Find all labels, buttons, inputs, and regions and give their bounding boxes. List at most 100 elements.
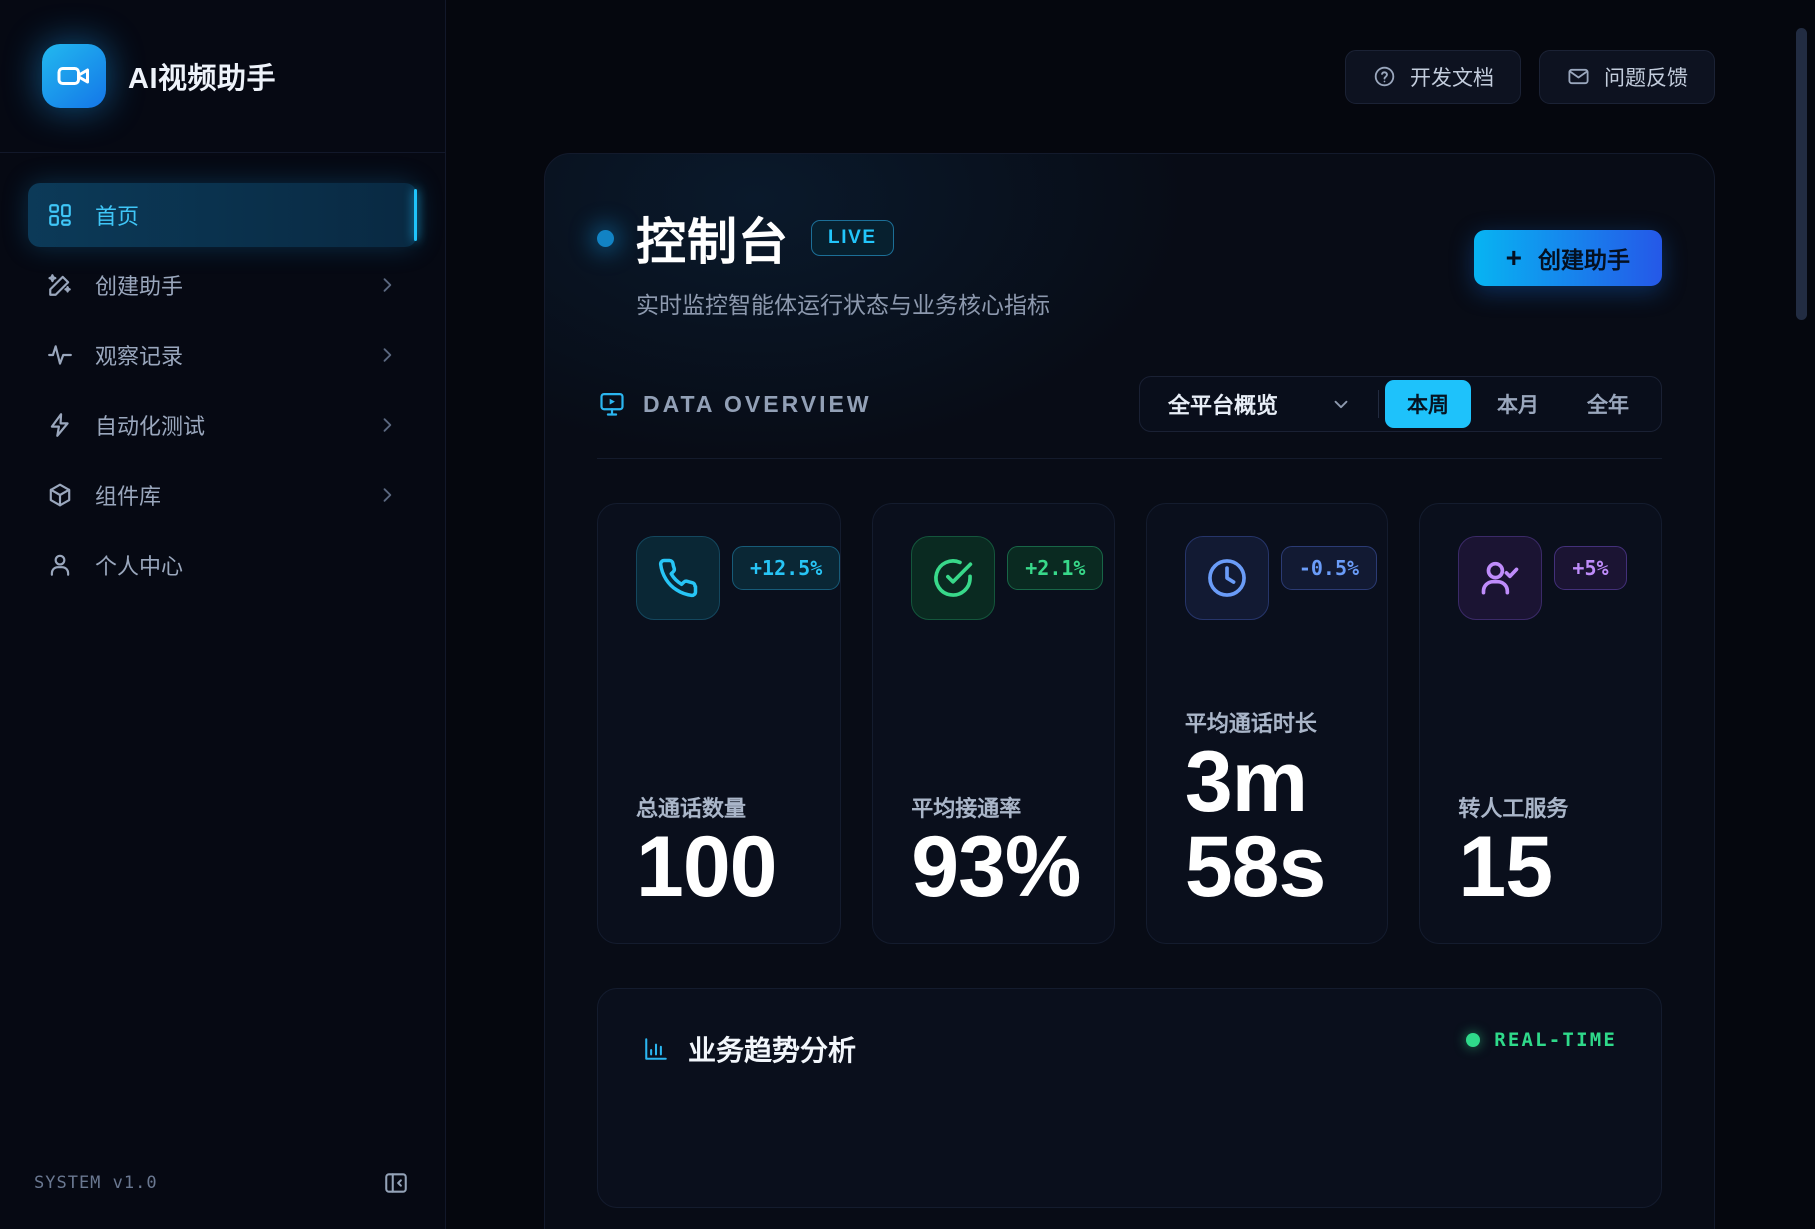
sidebar-item-observation-log[interactable]: 观察记录: [28, 323, 417, 387]
brand-header: AI视频助手: [0, 0, 445, 153]
sidebar-footer: SYSTEM v1.0: [0, 1137, 445, 1229]
sidebar-item-label: 组件库: [95, 484, 162, 509]
sidebar-item-label: 观察记录: [95, 344, 184, 369]
activity-icon: [46, 341, 74, 369]
help-circle-icon: [1372, 65, 1396, 89]
realtime-label: REAL-TIME: [1494, 1029, 1617, 1051]
range-toggle-group: 本周 本月 全年: [1385, 380, 1651, 428]
stat-delta-badge: +12.5%: [732, 546, 841, 590]
stat-card-transfer-to-agent[interactable]: +5% 转人工服务 15: [1419, 503, 1662, 944]
trend-title: 业务趋势分析: [688, 1035, 857, 1066]
realtime-dot-icon: [1466, 1033, 1481, 1047]
cube-icon: [46, 481, 74, 509]
stat-card-top: +2.1%: [873, 536, 1114, 620]
sidebar: AI视频助手 首页 创建助手: [0, 0, 446, 1229]
sidebar-item-label: 自动化测试: [95, 414, 206, 439]
user-icon: [46, 551, 74, 579]
stat-value: 100: [636, 818, 778, 915]
stat-label: 平均通话时长: [1184, 711, 1317, 737]
trend-title-group: 业务趋势分析: [642, 1029, 856, 1069]
stat-delta-badge: -0.5%: [1280, 546, 1378, 590]
chevron-right-icon: [377, 485, 397, 505]
range-this-month[interactable]: 本月: [1497, 394, 1539, 417]
data-overview-title-group: DATA OVERVIEW: [597, 389, 872, 419]
live-badge: LIVE: [811, 220, 894, 256]
stat-card-answer-rate[interactable]: +2.1% 平均接通率 93%: [872, 503, 1115, 944]
data-overview-label: DATA OVERVIEW: [643, 390, 872, 417]
realtime-status: REAL-TIME: [1466, 1029, 1617, 1051]
sidebar-item-component-library[interactable]: 组件库: [28, 463, 417, 527]
panel-collapse-icon[interactable]: [383, 1170, 409, 1196]
stat-card-body: 转人工服务 15: [1420, 791, 1661, 943]
stat-label: 平均接通率: [911, 795, 1022, 821]
range-this-week[interactable]: 本周: [1385, 380, 1471, 428]
stat-card-body: 平均通话时长 3m 58s: [1147, 706, 1388, 943]
plus-icon: +: [1505, 242, 1522, 273]
stat-card-body: 总通话数量 100: [598, 791, 840, 943]
panel-header: 控制台 LIVE 实时监控智能体运行状态与业务核心指标 + 创建助手: [597, 202, 1662, 320]
stat-card-top: -0.5%: [1147, 536, 1388, 620]
sidebar-item-profile[interactable]: 个人中心: [28, 533, 417, 597]
phone-icon: [636, 536, 720, 620]
dev-docs-button[interactable]: 开发文档: [1345, 49, 1521, 104]
sidebar-item-label: 创建助手: [95, 274, 184, 299]
sidebar-item-automation-test[interactable]: 自动化测试: [28, 393, 417, 457]
brand-title: AI视频助手: [128, 63, 277, 95]
page-title: 控制台: [636, 214, 789, 270]
create-assistant-button[interactable]: + 创建助手: [1473, 230, 1662, 286]
main-content: 开发文档 问题反馈 控制台 LIVE 实时: [446, 0, 1815, 1229]
scope-select[interactable]: 全平台概览: [1140, 377, 1372, 431]
sidebar-spacer: [0, 597, 445, 1137]
magic-wand-icon: [46, 271, 74, 299]
overview-controls: 全平台概览 本周 本月 全年: [1138, 376, 1662, 432]
title-row: 控制台 LIVE: [597, 202, 1050, 274]
video-camera-icon: [42, 44, 106, 108]
feedback-button[interactable]: 问题反馈: [1539, 49, 1715, 104]
sidebar-item-label: 个人中心: [95, 554, 184, 579]
mail-icon: [1566, 65, 1590, 89]
stat-label: 总通话数量: [636, 795, 747, 821]
dev-docs-label: 开发文档: [1410, 66, 1494, 90]
top-bar: 开发文档 问题反馈: [446, 0, 1815, 153]
stat-card-avg-duration[interactable]: -0.5% 平均通话时长 3m 58s: [1145, 503, 1389, 944]
chevron-right-icon: [377, 275, 397, 295]
create-assistant-label: 创建助手: [1538, 247, 1630, 273]
stat-label: 转人工服务: [1458, 795, 1569, 821]
bar-chart-icon: [642, 1035, 670, 1063]
scope-select-value: 全平台概览: [1167, 393, 1278, 418]
divider: [1378, 390, 1379, 418]
grid-icon: [46, 201, 74, 229]
dashboard-panel: 控制台 LIVE 实时监控智能体运行状态与业务核心指标 + 创建助手: [544, 153, 1715, 1229]
stat-cards: +12.5% 总通话数量 100 +2.1%: [597, 503, 1662, 944]
stat-card-total-calls[interactable]: +12.5% 总通话数量 100: [597, 503, 842, 944]
clock-icon: [1184, 536, 1269, 620]
presentation-icon: [597, 389, 627, 419]
sidebar-item-label: 首页: [95, 204, 140, 229]
chevron-right-icon: [377, 415, 397, 435]
stat-value: 3m 58s: [1184, 734, 1327, 915]
chevron-right-icon: [377, 345, 397, 365]
sidebar-item-home[interactable]: 首页: [28, 183, 417, 247]
stat-delta-badge: +5%: [1554, 546, 1627, 590]
page-heading-block: 控制台 LIVE 实时监控智能体运行状态与业务核心指标: [597, 202, 1050, 320]
stat-value: 93%: [911, 818, 1081, 915]
check-circle-icon: [911, 536, 996, 620]
sidebar-item-create-assistant[interactable]: 创建助手: [28, 253, 417, 317]
stat-card-body: 平均接通率 93%: [873, 791, 1114, 943]
stat-card-top: +12.5%: [598, 536, 841, 620]
stat-delta-badge: +2.1%: [1007, 546, 1104, 590]
user-check-icon: [1458, 536, 1543, 620]
stat-card-top: +5%: [1420, 536, 1661, 620]
data-overview-bar: DATA OVERVIEW 全平台概览 本周 本月 全年: [597, 376, 1662, 459]
system-version: SYSTEM v1.0: [34, 1173, 158, 1193]
trend-analysis-card: 业务趋势分析 REAL-TIME: [597, 988, 1662, 1208]
status-dot-icon: [597, 229, 614, 247]
feedback-label: 问题反馈: [1604, 66, 1688, 90]
sidebar-nav: 首页 创建助手 观察记录: [0, 153, 445, 597]
chevron-down-icon: [1330, 393, 1352, 415]
page-subtitle: 实时监控智能体运行状态与业务核心指标: [636, 292, 1050, 318]
page-scrollbar[interactable]: [1796, 28, 1807, 320]
stat-value: 15: [1458, 818, 1553, 915]
range-this-year[interactable]: 全年: [1587, 394, 1629, 417]
